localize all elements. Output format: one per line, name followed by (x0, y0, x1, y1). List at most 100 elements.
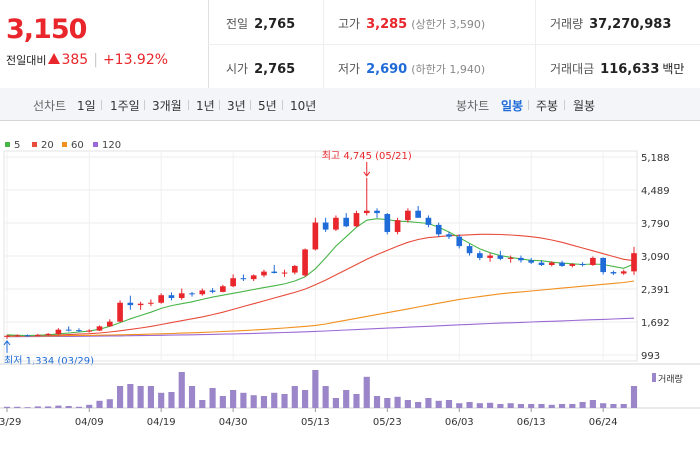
volume-legend-label: 거래량 (658, 373, 683, 385)
y-tick-label: 3,090 (641, 252, 670, 263)
candle-body (209, 290, 216, 292)
x-tick-label: 04/09 (75, 417, 104, 428)
x-tick-label: 06/03 (445, 417, 474, 428)
volume-bar (630, 386, 638, 408)
candle-body (178, 293, 185, 299)
period-3y-button[interactable]: 3년 (227, 99, 246, 113)
volume-bar (415, 402, 422, 408)
candle-body (261, 271, 267, 276)
period-5y-button[interactable]: 5년 (258, 99, 277, 113)
volume-bar (528, 404, 535, 408)
y-tick-label: 2,391 (641, 285, 670, 296)
period-1w-button[interactable]: 1주일 (110, 99, 140, 113)
candle-body (281, 272, 288, 274)
candle-body (466, 246, 473, 254)
stat-prev-close: 전일 2,765 (226, 17, 296, 32)
candle-body (374, 210, 380, 214)
candle-body (528, 260, 535, 263)
period-3m-button[interactable]: 3개월 (152, 99, 182, 113)
volume-bar (384, 398, 391, 408)
candle-body (600, 257, 606, 273)
volume-bar (250, 395, 257, 408)
candle-body (168, 295, 175, 299)
volume-bar (178, 372, 185, 408)
volume-bar (579, 402, 586, 408)
up-triangle-icon (48, 53, 61, 64)
period-1y-button[interactable]: 1년 (196, 99, 215, 113)
candle-daily-button[interactable]: 일봉 (501, 99, 524, 113)
change-label: 전일대비 (6, 54, 47, 67)
quote-header: 3,150 전일대비 385 | +13.92% 전일 2,765 고가 3,285 (상한… (0, 0, 700, 89)
candle-body (507, 257, 514, 259)
toolbar-sep (101, 100, 102, 110)
candle-body (35, 334, 41, 336)
toolbar-sep (188, 100, 189, 110)
x-tick-label: 05/23 (373, 417, 402, 428)
candle-weekly-button[interactable]: 주봉 (536, 99, 559, 113)
volume-bar (466, 402, 473, 408)
volume-bar (435, 400, 442, 408)
candle-body (199, 290, 206, 295)
candle-body (610, 272, 617, 274)
volume-bar (353, 394, 360, 408)
candle-body (405, 210, 411, 221)
volume-bar (394, 396, 401, 408)
candle-body (106, 321, 113, 327)
toolbar-sep (250, 100, 251, 110)
candle-body (45, 333, 51, 335)
candle-body (425, 217, 432, 225)
volume-bar (116, 386, 124, 408)
candle-body (579, 264, 586, 266)
quote-stats: 전일 2,765 고가 3,285 (상한가 3,590) 거래량 37,270,983… (208, 0, 700, 88)
volume-bar (620, 404, 627, 408)
current-price: 3,150 (6, 14, 87, 45)
volume-bar (137, 386, 144, 408)
volume-bar (322, 386, 329, 408)
volume-bar (199, 400, 206, 408)
candle-body (55, 329, 62, 334)
candle-body (548, 262, 555, 265)
candle-body (559, 262, 565, 266)
chart-toolbar: 선차트 1일 1주일 3개월 1년 3년 5년 10년 봉차트 일봉 주봉 월봉 (0, 88, 700, 121)
volume-bar (312, 370, 319, 408)
candle-body (117, 302, 123, 322)
candle-body (291, 265, 298, 273)
candle-body (271, 271, 278, 274)
candle-body (158, 295, 165, 303)
volume-bar (209, 388, 216, 408)
candle-body (250, 275, 257, 280)
candle-monthly-button[interactable]: 월봉 (573, 99, 596, 113)
volume-bar (507, 403, 514, 408)
candle-body (14, 335, 21, 337)
stat-high: 고가 3,285 (상한가 3,590) (338, 17, 486, 32)
legend-ma20: 20 (32, 140, 54, 151)
toolbar-sep (219, 100, 220, 110)
candle-body (322, 222, 329, 230)
candle-body (230, 278, 236, 287)
volume-bar (600, 403, 607, 408)
volume-bar (55, 405, 62, 408)
x-tick-label: 06/24 (589, 417, 618, 428)
volume-bar (96, 400, 103, 408)
y-tick-label: 4,489 (641, 186, 670, 197)
stat-trade-value: 거래대금 116,633 백만 (550, 62, 685, 77)
candle-body (189, 293, 195, 295)
ma20-line (7, 233, 635, 337)
legend-ma60: 60 (62, 140, 84, 151)
volume-bar (219, 396, 226, 408)
candle-body (333, 217, 339, 230)
candle-body (65, 329, 72, 331)
ma120-line (7, 317, 635, 338)
volume-bar (404, 400, 411, 408)
volume-bar (168, 392, 175, 408)
stats-col-divider-1 (323, 0, 324, 88)
period-1d-button[interactable]: 1일 (77, 99, 96, 113)
period-10y-button[interactable]: 10년 (290, 99, 317, 113)
stat-volume: 거래량 37,270,983 (550, 17, 672, 32)
volume-bar (343, 390, 350, 408)
candle-body (487, 255, 493, 258)
candle-body (538, 262, 545, 265)
candle-body (76, 330, 82, 332)
toolbar-sep (282, 100, 283, 110)
candle-body (394, 220, 401, 232)
